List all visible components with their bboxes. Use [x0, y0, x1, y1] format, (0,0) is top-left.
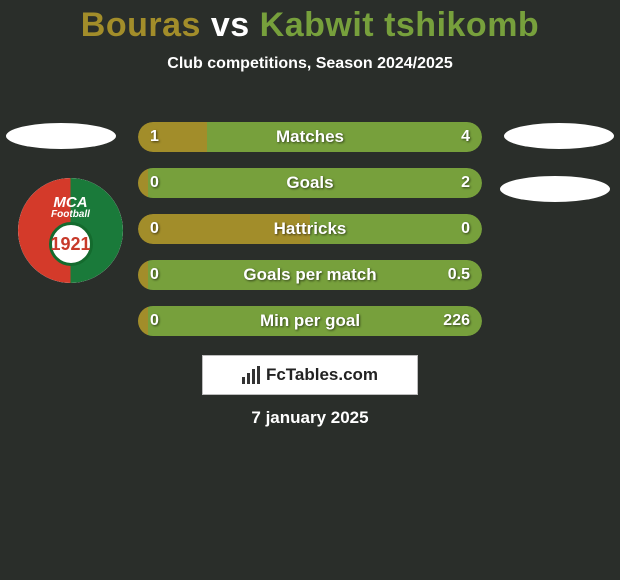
footer-logo: FcTables.com: [202, 355, 418, 395]
chart-icon: [242, 366, 260, 384]
stat-bar: 02Goals: [138, 168, 482, 198]
player2-marker: [504, 123, 614, 149]
bar-label: Goals: [138, 173, 482, 193]
badge-top: MCA: [53, 195, 87, 210]
subtitle: Club competitions, Season 2024/2025: [0, 55, 620, 73]
title-player1: Bouras: [81, 6, 201, 44]
stat-bar: 14Matches: [138, 122, 482, 152]
player2-club-marker: [500, 176, 610, 202]
bar-label: Goals per match: [138, 265, 482, 285]
player1-marker: [6, 123, 116, 149]
title-player2: Kabwit tshikomb: [260, 6, 540, 44]
bar-label: Matches: [138, 127, 482, 147]
badge-year: 1921: [49, 222, 93, 266]
stats-bars: 14Matches 02Goals 00Hattricks 00.5Goals per…: [138, 122, 482, 352]
badge-mid: Football: [51, 210, 90, 220]
stat-bar: 00.5Goals per match: [138, 260, 482, 290]
bar-label: Min per goal: [138, 311, 482, 331]
stat-bar: 00Hattricks: [138, 214, 482, 244]
page-title: Bouras vs Kabwit tshikomb: [0, 0, 620, 45]
title-vs: vs: [211, 6, 250, 44]
footer-logo-text: FcTables.com: [266, 365, 378, 385]
date-label: 7 january 2025: [0, 408, 620, 428]
stat-bar: 0226Min per goal: [138, 306, 482, 336]
bar-label: Hattricks: [138, 219, 482, 239]
club-badge: MCA Football 1921: [18, 178, 123, 283]
